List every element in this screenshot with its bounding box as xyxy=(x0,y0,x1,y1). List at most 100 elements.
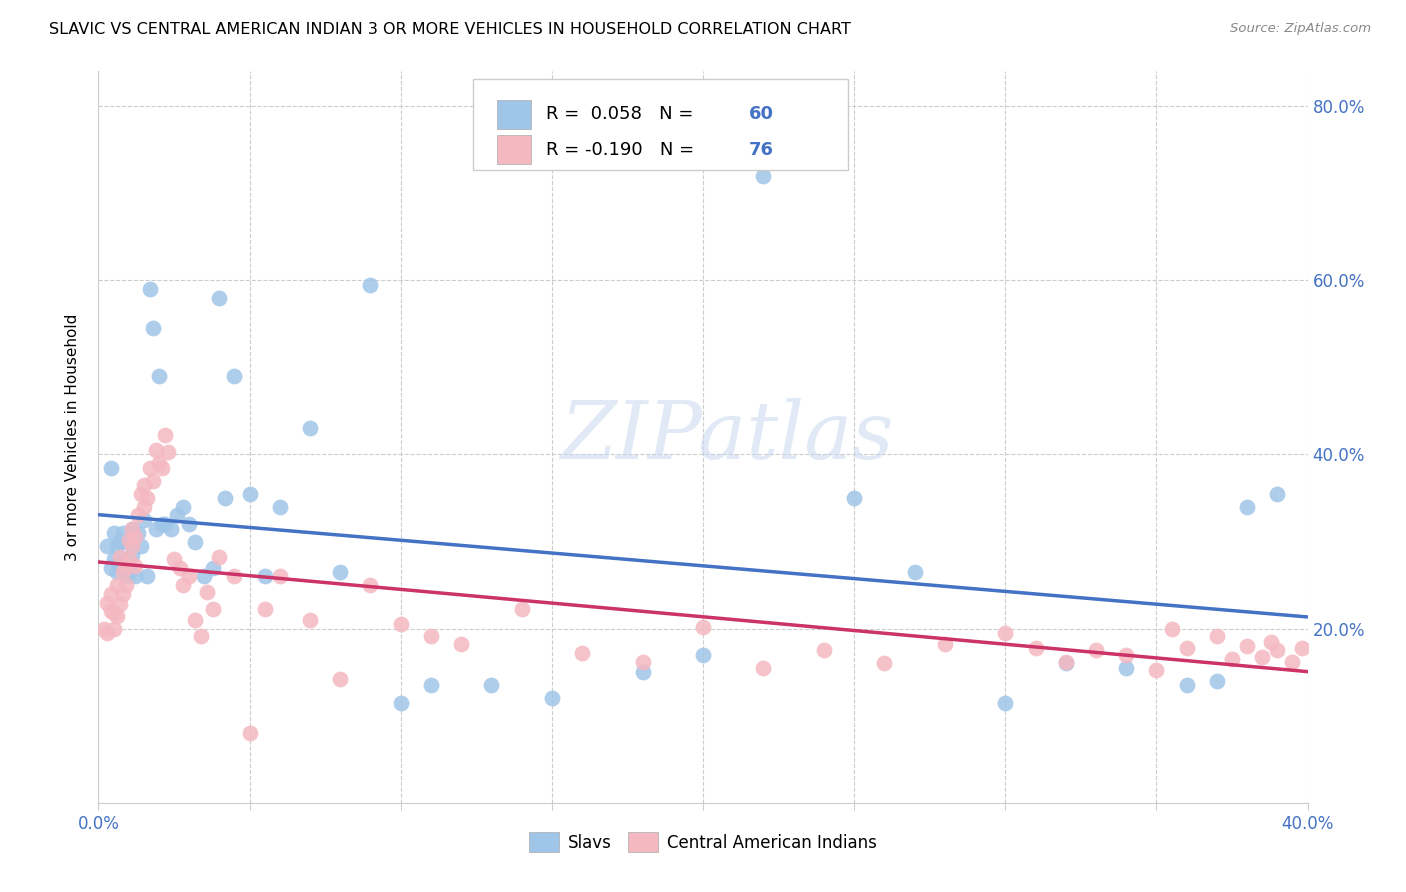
Point xyxy=(450,637,472,651)
Point xyxy=(1085,643,1108,657)
Point xyxy=(214,491,236,505)
Point xyxy=(1115,661,1137,675)
Point xyxy=(208,550,231,565)
Point xyxy=(118,565,141,579)
Point xyxy=(150,517,173,532)
Point xyxy=(139,460,162,475)
Point xyxy=(1054,657,1077,671)
Point xyxy=(148,456,170,470)
Point xyxy=(934,637,956,651)
Point xyxy=(111,562,134,576)
Point xyxy=(105,608,128,623)
Point xyxy=(1260,634,1282,648)
Point xyxy=(100,604,122,618)
Point xyxy=(100,560,122,574)
Point xyxy=(1267,486,1289,500)
Point xyxy=(389,696,412,710)
Point xyxy=(108,597,131,611)
Point xyxy=(105,565,128,579)
Point xyxy=(202,602,225,616)
Point xyxy=(127,525,149,540)
Point xyxy=(169,560,191,574)
Point xyxy=(844,491,866,505)
Point xyxy=(481,678,503,692)
Point xyxy=(224,369,246,384)
Point xyxy=(103,606,125,620)
Point xyxy=(1236,639,1258,653)
Point xyxy=(153,517,176,532)
Point xyxy=(208,291,231,305)
Point xyxy=(118,533,141,547)
Point xyxy=(139,282,162,296)
Legend: Slavs, Central American Indians: Slavs, Central American Indians xyxy=(523,825,883,859)
Point xyxy=(145,521,167,535)
Point xyxy=(105,539,128,553)
Point xyxy=(129,539,152,553)
Point xyxy=(1024,640,1046,655)
Point xyxy=(103,622,125,636)
Point xyxy=(148,369,170,384)
Point xyxy=(540,691,562,706)
Point xyxy=(166,508,188,523)
Point xyxy=(129,486,152,500)
Point xyxy=(156,445,179,459)
Point xyxy=(1175,678,1198,692)
Text: 60: 60 xyxy=(749,105,773,123)
Point xyxy=(179,569,201,583)
Point xyxy=(111,565,134,579)
Point xyxy=(108,557,131,571)
Point xyxy=(510,602,533,616)
Point xyxy=(1220,652,1243,666)
Point xyxy=(184,534,207,549)
Point xyxy=(904,565,927,579)
Text: R = -0.190   N =: R = -0.190 N = xyxy=(546,141,700,159)
Point xyxy=(105,578,128,592)
Point xyxy=(420,678,443,692)
Point xyxy=(195,585,218,599)
Point xyxy=(121,548,143,562)
Point xyxy=(239,486,262,500)
Point xyxy=(132,500,155,514)
Point xyxy=(1267,643,1289,657)
Point xyxy=(389,617,412,632)
Point xyxy=(142,474,165,488)
Point xyxy=(1206,673,1229,688)
Point xyxy=(100,460,122,475)
Point xyxy=(96,626,118,640)
Point xyxy=(253,602,276,616)
Text: Source: ZipAtlas.com: Source: ZipAtlas.com xyxy=(1230,22,1371,36)
Point xyxy=(135,491,157,505)
Point xyxy=(163,552,186,566)
Point xyxy=(329,672,352,686)
Point xyxy=(124,558,146,573)
Point xyxy=(1175,640,1198,655)
Point xyxy=(150,460,173,475)
Point xyxy=(142,321,165,335)
Point xyxy=(100,587,122,601)
Point xyxy=(114,552,136,566)
Bar xyxy=(498,100,531,129)
Point xyxy=(121,521,143,535)
Point xyxy=(239,726,262,740)
Y-axis label: 3 or more Vehicles in Household: 3 or more Vehicles in Household xyxy=(65,313,80,561)
FancyBboxPatch shape xyxy=(474,78,848,170)
Point xyxy=(118,534,141,549)
Point xyxy=(103,525,125,540)
Point xyxy=(145,443,167,458)
Point xyxy=(135,569,157,583)
Point xyxy=(299,613,322,627)
Bar xyxy=(498,135,531,164)
Point xyxy=(631,655,654,669)
Point xyxy=(994,696,1017,710)
Text: SLAVIC VS CENTRAL AMERICAN INDIAN 3 OR MORE VEHICLES IN HOUSEHOLD CORRELATION CH: SLAVIC VS CENTRAL AMERICAN INDIAN 3 OR M… xyxy=(49,22,851,37)
Point xyxy=(873,657,896,671)
Point xyxy=(420,629,443,643)
Point xyxy=(1236,500,1258,514)
Point xyxy=(96,595,118,609)
Point xyxy=(1144,664,1167,678)
Point xyxy=(224,569,246,583)
Point xyxy=(813,643,835,657)
Point xyxy=(172,578,194,592)
Point xyxy=(127,508,149,523)
Point xyxy=(111,587,134,601)
